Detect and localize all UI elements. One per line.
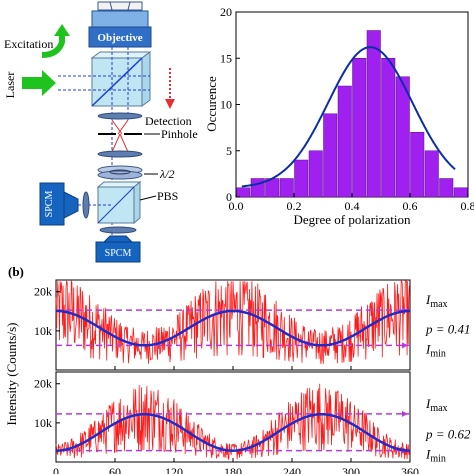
imax-subscript: max [430, 403, 447, 414]
histogram-y-tick-label: 15 [220, 51, 232, 65]
trace-x-tick-label: 60 [109, 465, 121, 474]
panel-b-label: (b) [8, 264, 24, 279]
spcm-bottom-label: SPCM [105, 248, 132, 259]
imax-subscript: max [430, 299, 447, 310]
imax-symbol: I [425, 396, 431, 411]
histogram-y-tick-label: 10 [220, 98, 232, 112]
objective-lens: Objective [88, 1, 152, 48]
imax-label: Imax [425, 396, 448, 414]
trace-x-ticks: 0 60 120 180 240 300 360 [53, 366, 419, 474]
histogram-x-tick-label: 0.6 [403, 199, 418, 213]
histogram-bar [323, 113, 338, 198]
histogram-bar [279, 178, 294, 198]
histogram-x-ticks: 0.0 0.2 0.4 0.6 0.8 [229, 193, 474, 213]
beam-path [58, 47, 150, 240]
spcm-bottom-detector: SPCM [95, 235, 141, 263]
imin-subscript: min [430, 348, 446, 359]
histogram-bar [366, 30, 381, 198]
gaussian-fit-curve [241, 46, 456, 188]
histogram-bar [424, 150, 439, 198]
spcm-bottom-lens [99, 226, 137, 234]
histogram-y-tick-label: 20 [220, 5, 232, 19]
spcm-left-lens [82, 191, 90, 219]
setup-diagram: Objective Excitation Laser [3, 1, 198, 263]
cosine-fit-curve [55, 413, 411, 452]
spcm-left-detector: SPCM [39, 182, 79, 226]
p-value-label: p = 0.62 [425, 426, 471, 441]
raw-intensity-trace [55, 383, 410, 460]
laser-label: Laser [3, 72, 17, 99]
histogram-bar [250, 178, 265, 198]
histogram-y-tick-label: 0 [226, 190, 232, 204]
imin-symbol: I [425, 341, 431, 356]
polarization-histogram: 0.0 0.2 0.4 0.6 0.8 0 5 10 15 20 Degree of polar… [204, 5, 474, 227]
trace-x-tick-label: 300 [342, 465, 360, 474]
histogram-x-tick-label: 0.4 [345, 199, 360, 213]
trace-panel-top: 10k 20k Imax p = 0.41 Imin [34, 279, 471, 371]
histogram-x-label: Degree of polarization [294, 212, 411, 227]
intensity-traces: (b) Intensity (Counts/s) 10k 20k Imax p = 0… [4, 264, 471, 474]
trace-y-tick-label: 20k [34, 377, 52, 391]
pinhole-label: Pinhole [161, 127, 198, 141]
histogram-bar [381, 58, 396, 198]
excitation-arrow [41, 24, 70, 58]
histogram-bar [308, 150, 323, 198]
histogram-bar [337, 85, 352, 198]
trace-x-tick-label: 120 [165, 465, 183, 474]
trace-y-tick-label: 10k [34, 324, 52, 338]
half-wave-label: λ/2 [159, 167, 175, 181]
histogram-x-tick-label: 0.0 [229, 199, 244, 213]
excitation-label: Excitation [4, 37, 53, 51]
spcm-left-label: SPCM [44, 191, 55, 218]
detection-label: Detection [145, 114, 192, 128]
imax-label: Imax [425, 292, 448, 310]
trace-y-tick-label: 10k [34, 416, 52, 430]
trace-y-tick-label: 20k [34, 285, 52, 299]
histogram-bar [395, 76, 410, 198]
histogram-bar [410, 132, 425, 198]
raw-intensity-trace [55, 279, 410, 364]
trace-x-tick-label: 0 [53, 465, 59, 474]
histogram-y-tick-label: 5 [226, 144, 232, 158]
pbs-label: PBS [157, 189, 178, 203]
collimating-lens [97, 150, 143, 158]
cosine-fit-curve [55, 309, 411, 347]
dichroic-beamsplitter [90, 51, 152, 107]
imin-subscript: min [430, 454, 446, 465]
tube-lens [97, 112, 143, 120]
imin-symbol: I [425, 447, 431, 462]
imin-label: Imin [425, 447, 446, 465]
histogram-bar [352, 58, 367, 198]
trace-x-tick-label: 360 [401, 465, 419, 474]
objective-label: Objective [97, 32, 142, 44]
laser-arrow [22, 70, 56, 96]
half-wave-plate [97, 165, 158, 180]
trace-x-tick-label: 180 [224, 465, 242, 474]
trace-panel-bottom: 10k 20k Imax p = 0.62 Imin [34, 371, 471, 465]
histogram-y-label: Occurence [204, 76, 219, 132]
histogram-bar [236, 187, 251, 198]
polarizing-beamsplitter [78, 180, 157, 225]
intensity-y-label: Intensity (Counts/s) [4, 323, 19, 426]
trace-x-tick-label: 240 [283, 465, 301, 474]
imax-symbol: I [425, 292, 431, 307]
histogram-x-tick-label: 0.8 [461, 199, 474, 213]
histogram-bar [439, 178, 454, 198]
imax-arrow-head [402, 410, 408, 417]
p-value-label: p = 0.41 [425, 322, 471, 337]
histogram-bar [294, 159, 309, 198]
imin-arrow-head [402, 342, 408, 349]
histogram-y-ticks: 0 5 10 15 20 [220, 5, 240, 204]
histogram-x-tick-label: 0.2 [287, 199, 302, 213]
histogram-bars [236, 30, 468, 198]
histogram-bar [453, 187, 468, 198]
imin-label: Imin [425, 341, 446, 359]
